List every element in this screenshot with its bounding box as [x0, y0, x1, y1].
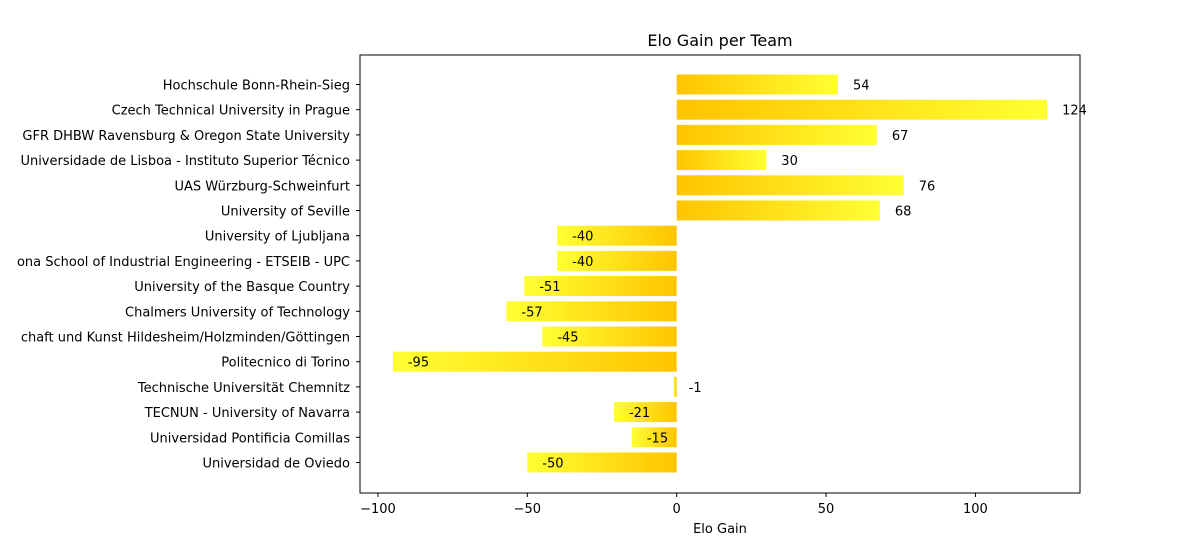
- category-label: TECNUN - University of Navarra: [144, 406, 350, 421]
- value-label: -95: [408, 356, 429, 371]
- bar: [676, 74, 839, 95]
- category-label: University of Ljubljana: [205, 230, 350, 245]
- x-tick-label: 50: [818, 502, 835, 517]
- value-label: -51: [539, 280, 560, 295]
- category-label: Chalmers University of Technology: [125, 305, 350, 320]
- value-labels-layer: 54 124 67 30 76 68 -40 -40 -51 -57 -45 -95 -1 -21 -15 -…: [408, 79, 1087, 472]
- bar: [676, 200, 880, 221]
- bar: [631, 427, 677, 448]
- bar: [676, 124, 877, 145]
- plot-frame: [359, 54, 1081, 494]
- category-label: University of the Basque Country: [134, 280, 350, 295]
- value-label: -57: [521, 305, 542, 320]
- category-label: Universidade de Lisboa - Instituto Super…: [20, 154, 350, 169]
- bar: [542, 326, 677, 347]
- category-label: Universidad de Oviedo: [202, 457, 350, 472]
- category-label: Politecnico di Torino: [221, 356, 350, 371]
- x-axis-label: Elo Gain: [693, 522, 747, 537]
- value-label: -1: [689, 381, 702, 396]
- bar: [557, 225, 677, 246]
- value-label: 67: [892, 129, 909, 144]
- bars-layer: [392, 74, 1048, 473]
- category-label: ona School of Industrial Engineering - E…: [17, 255, 350, 270]
- bar: [613, 402, 677, 423]
- value-label: -21: [629, 406, 650, 421]
- x-axis: −100 −50 0 50 100: [360, 493, 988, 517]
- category-label: University of Seville: [221, 205, 350, 220]
- bar: [676, 99, 1048, 120]
- value-label: 30: [781, 154, 798, 169]
- bar: [524, 276, 677, 297]
- bar: [676, 175, 904, 196]
- bar: [392, 351, 677, 372]
- y-axis: Hochschule Bonn-Rhein-Sieg Czech Technica…: [17, 79, 360, 472]
- chart-title: Elo Gain per Team: [647, 31, 792, 50]
- x-tick-label: −100: [360, 502, 396, 517]
- category-label: GFR DHBW Ravensburg & Oregon State Unive…: [22, 129, 350, 144]
- value-label: 124: [1062, 104, 1087, 119]
- value-label: -15: [647, 431, 668, 446]
- x-tick-label: 0: [673, 502, 681, 517]
- value-label: -50: [542, 457, 563, 472]
- category-label: Universidad Pontificia Comillas: [150, 431, 350, 446]
- bar: [673, 376, 677, 397]
- category-label: chaft und Kunst Hildesheim/Holzminden/Gö…: [21, 331, 350, 346]
- category-label: Hochschule Bonn-Rhein-Sieg: [163, 79, 350, 94]
- x-tick-label: 100: [963, 502, 988, 517]
- value-label: 76: [919, 179, 936, 194]
- x-tick-label: −50: [514, 502, 541, 517]
- value-label: 68: [895, 205, 912, 220]
- category-label: UAS Würzburg-Schweinfurt: [174, 179, 350, 194]
- bar: [527, 452, 677, 473]
- bar: [557, 250, 677, 271]
- value-label: -40: [572, 255, 593, 270]
- value-label: -45: [557, 331, 578, 346]
- category-label: Czech Technical University in Prague: [112, 104, 350, 119]
- bar: [676, 150, 767, 171]
- bar: [506, 301, 677, 322]
- value-label: -40: [572, 230, 593, 245]
- category-label: Technische Universität Chemnitz: [137, 381, 350, 396]
- value-label: 54: [853, 79, 870, 94]
